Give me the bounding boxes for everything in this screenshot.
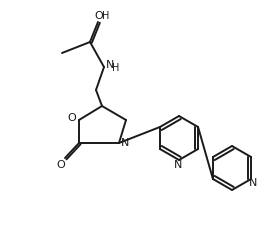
Text: O: O (95, 11, 103, 21)
Text: H: H (112, 63, 120, 73)
Text: O: O (68, 113, 76, 123)
Text: N: N (249, 178, 257, 188)
Text: H: H (102, 11, 110, 21)
Text: O: O (57, 160, 65, 170)
Text: N: N (174, 160, 182, 170)
Text: N: N (121, 138, 129, 148)
Text: N: N (106, 60, 114, 70)
